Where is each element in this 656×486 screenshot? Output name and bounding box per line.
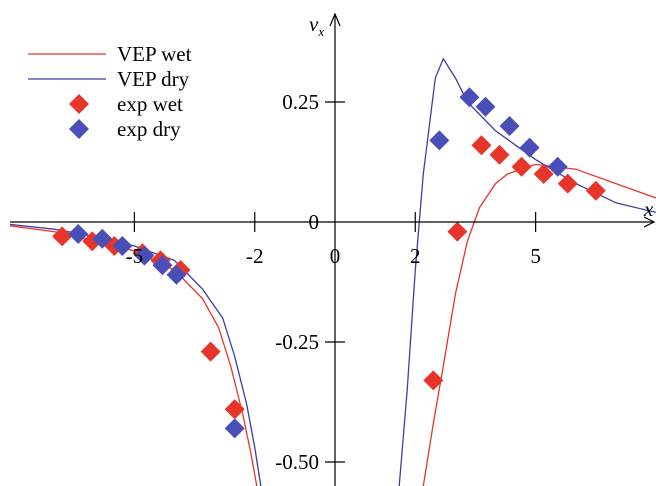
marker-exp-dry xyxy=(459,87,480,108)
y-tick-label: 0.25 xyxy=(282,90,319,114)
x-tick-label: 5 xyxy=(530,244,541,268)
marker-exp-dry xyxy=(134,245,155,266)
legend-swatch-exp-dry xyxy=(69,119,89,139)
marker-exp-dry xyxy=(519,137,540,158)
y-axis-label-subscript: x xyxy=(317,24,324,39)
x-tick-label: -5 xyxy=(126,244,144,268)
x-ticks: -5 -2 0 2 5 xyxy=(126,212,541,268)
marker-exp-wet xyxy=(471,135,492,156)
legend-label-exp-dry: exp dry xyxy=(117,117,181,141)
y-axis-label: vx xyxy=(309,12,324,39)
series-line-vep-wet-1 xyxy=(422,163,656,486)
marker-exp-dry xyxy=(92,228,113,249)
axes: -5 -2 0 2 5 0.250-0.25-0.50 x vx xyxy=(10,12,656,486)
y-axis-label-main: v xyxy=(309,12,319,36)
plot-markers xyxy=(52,87,606,439)
marker-exp-dry xyxy=(152,255,173,276)
y-tick-label: -0.25 xyxy=(275,330,319,354)
x-tick-label: 2 xyxy=(410,244,421,268)
y-tick-label: 0 xyxy=(309,210,320,234)
x-tick-label: 0 xyxy=(330,244,341,268)
marker-exp-wet xyxy=(557,173,578,194)
x-axis-label: x xyxy=(643,197,654,221)
y-tick-label: -0.50 xyxy=(275,450,319,474)
legend-label-exp-wet: exp wet xyxy=(117,92,183,116)
marker-exp-dry xyxy=(112,236,133,256)
marker-exp-wet xyxy=(511,156,532,177)
marker-exp-dry xyxy=(475,96,496,117)
marker-exp-dry xyxy=(547,156,568,177)
marker-exp-wet xyxy=(224,399,245,420)
marker-exp-wet xyxy=(585,180,606,201)
marker-exp-dry xyxy=(68,224,89,244)
y-ticks: 0.25 0 -0.25 -0.50 xyxy=(275,90,346,474)
legend-label-vep-wet: VEP wet xyxy=(117,42,192,66)
y-axis-arrow xyxy=(329,12,341,27)
legend-label-vep-dry: VEP dry xyxy=(117,67,190,91)
marker-exp-wet xyxy=(423,370,444,391)
marker-exp-dry xyxy=(499,116,520,136)
marker-exp-wet xyxy=(200,341,221,362)
marker-exp-wet xyxy=(489,144,510,165)
marker-exp-dry xyxy=(429,130,450,151)
series-line-vep-dry-1 xyxy=(398,57,656,486)
plot-lines xyxy=(9,57,656,486)
x-tick-label: -2 xyxy=(246,244,264,268)
legend-swatch-exp-wet xyxy=(69,94,89,114)
x-axis-arrow xyxy=(643,216,656,228)
marker-exp-wet xyxy=(447,221,468,242)
marker-exp-dry xyxy=(166,264,187,285)
marker-exp-wet xyxy=(533,164,554,184)
marker-exp-wet xyxy=(52,226,73,247)
marker-exp-dry xyxy=(224,418,245,439)
